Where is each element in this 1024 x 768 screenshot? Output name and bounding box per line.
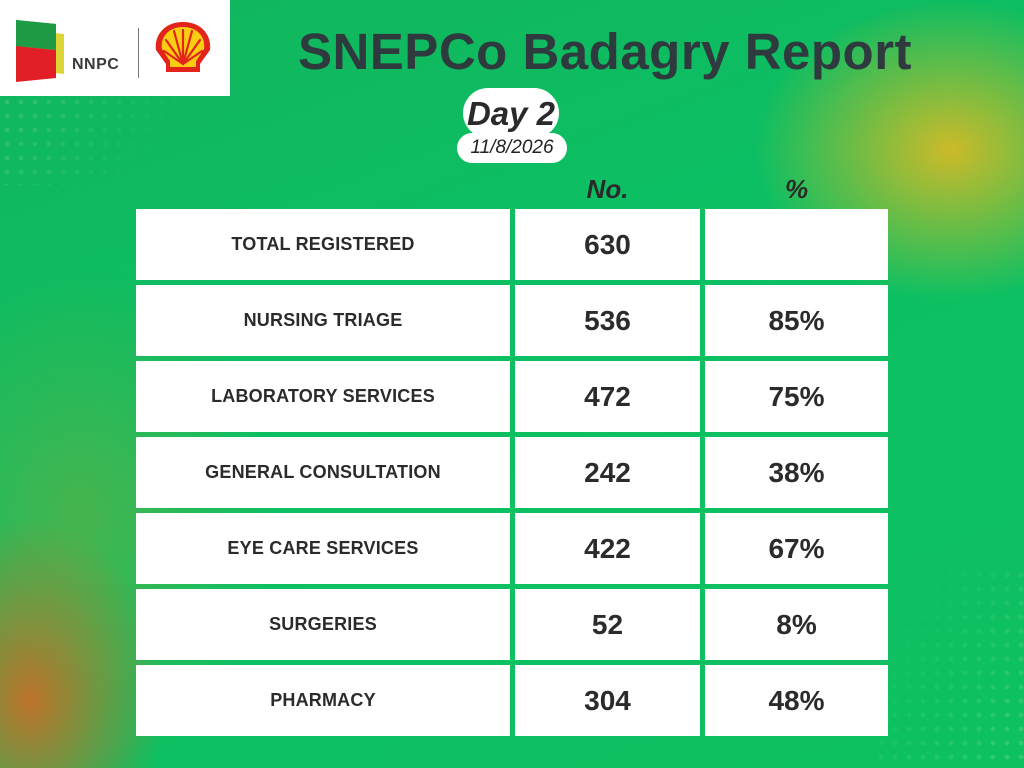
logo-panel: NNPC	[0, 0, 230, 96]
table-row: GENERAL CONSULTATION 242 38%	[136, 437, 888, 508]
row-number: 304	[515, 665, 700, 736]
row-percent: 67%	[705, 513, 888, 584]
row-number: 536	[515, 285, 700, 356]
row-number: 52	[515, 589, 700, 660]
row-label: NURSING TRIAGE	[136, 285, 510, 356]
row-label: EYE CARE SERVICES	[136, 513, 510, 584]
row-percent: 48%	[705, 665, 888, 736]
shell-logo-icon	[155, 22, 211, 72]
table-row: SURGERIES 52 8%	[136, 589, 888, 660]
report-title: SNEPCo Badagry Report	[297, 23, 913, 80]
day-badge: Day 2	[463, 88, 559, 138]
nnpc-logo-text: NNPC	[72, 56, 120, 73]
row-label: SURGERIES	[136, 589, 510, 660]
table-row: EYE CARE SERVICES 422 67%	[136, 513, 888, 584]
column-header-number: No.	[586, 174, 629, 204]
row-label: PHARMACY	[136, 665, 510, 736]
table-row: PHARMACY 304 48%	[136, 665, 888, 736]
table-row: TOTAL REGISTERED 630	[136, 209, 888, 280]
row-percent: 75%	[705, 361, 888, 432]
column-header-percent: %	[784, 174, 809, 204]
table-row: LABORATORY SERVICES 472 75%	[136, 361, 888, 432]
row-number: 472	[515, 361, 700, 432]
row-label: TOTAL REGISTERED	[136, 209, 510, 280]
decorative-dots-bottom-right	[874, 568, 1024, 768]
row-label: GENERAL CONSULTATION	[136, 437, 510, 508]
row-number: 630	[515, 209, 700, 280]
row-percent: 38%	[705, 437, 888, 508]
row-label: LABORATORY SERVICES	[136, 361, 510, 432]
date-badge: 11/8/2026	[457, 133, 567, 163]
row-number: 422	[515, 513, 700, 584]
row-number: 242	[515, 437, 700, 508]
nnpc-logo-icon	[16, 20, 64, 82]
row-percent: 8%	[705, 589, 888, 660]
row-percent	[705, 209, 888, 280]
logo-divider	[138, 28, 139, 78]
row-percent: 85%	[705, 285, 888, 356]
report-table: TOTAL REGISTERED 630 NURSING TRIAGE 536 …	[136, 209, 888, 741]
table-row: NURSING TRIAGE 536 85%	[136, 285, 888, 356]
decorative-dots-top-left	[0, 95, 200, 185]
